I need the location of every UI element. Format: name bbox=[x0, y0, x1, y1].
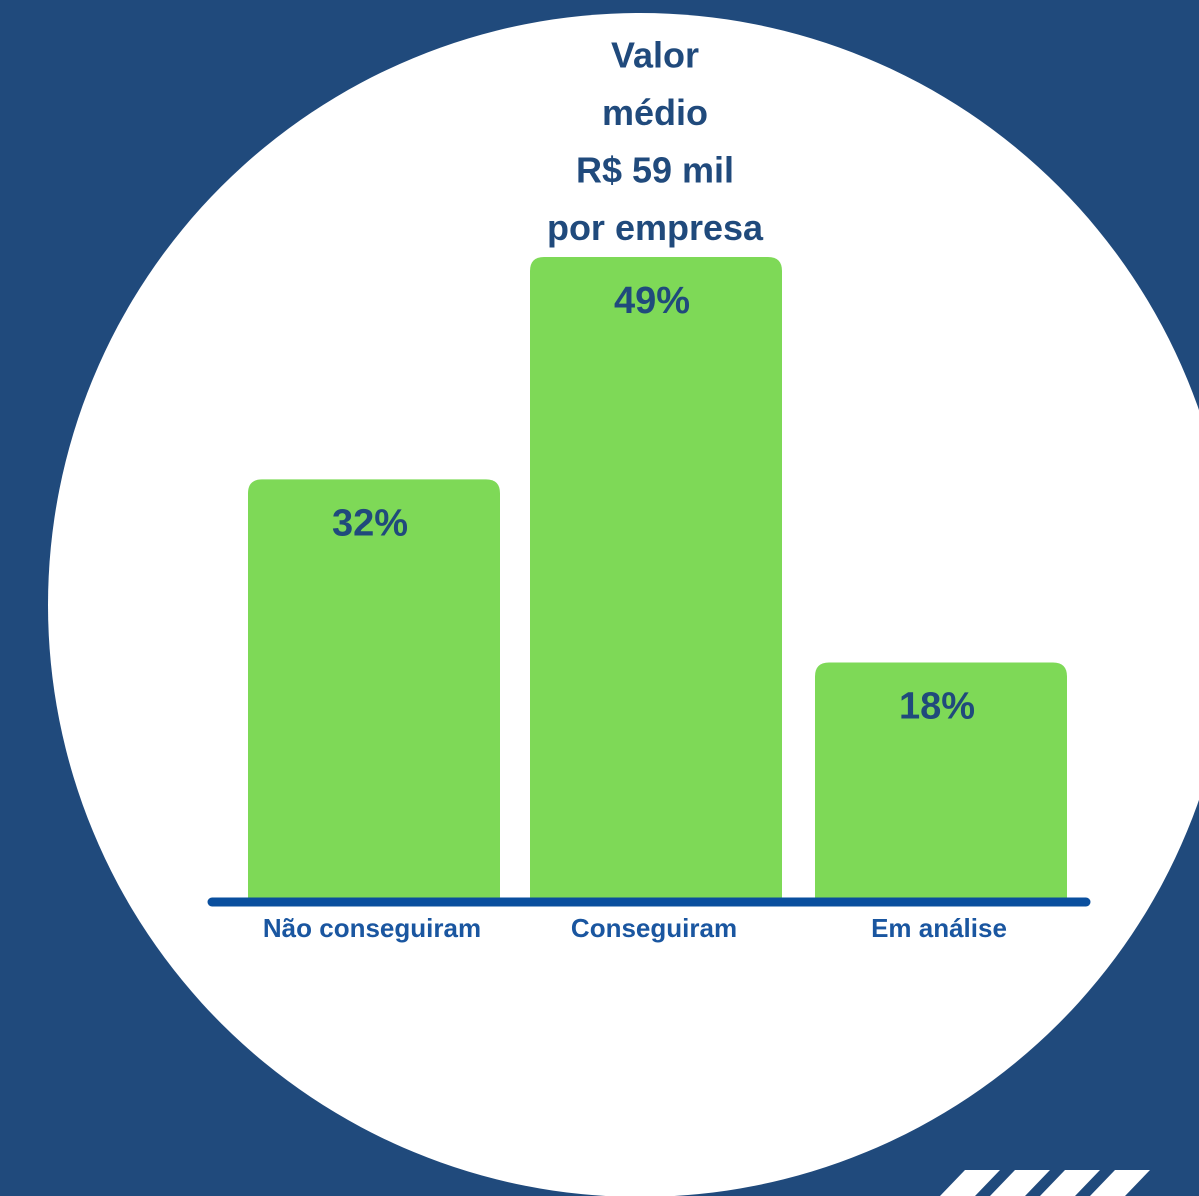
annotation: R$ 59 mil bbox=[576, 150, 734, 191]
value-label: 49% bbox=[614, 280, 690, 322]
bar bbox=[530, 257, 782, 898]
value-label: 32% bbox=[332, 502, 408, 544]
stripes-decoration bbox=[940, 1170, 1150, 1196]
x-tick-label: Conseguiram bbox=[571, 913, 737, 943]
x-tick-label: Não conseguiram bbox=[263, 913, 481, 943]
bar bbox=[248, 479, 500, 898]
bar bbox=[815, 662, 1067, 898]
annotation: por empresa bbox=[547, 207, 764, 248]
annotation: médio bbox=[602, 92, 708, 133]
value-label: 18% bbox=[899, 686, 975, 728]
annotation: Valor bbox=[611, 35, 699, 76]
x-tick-label: Em análise bbox=[871, 913, 1007, 943]
